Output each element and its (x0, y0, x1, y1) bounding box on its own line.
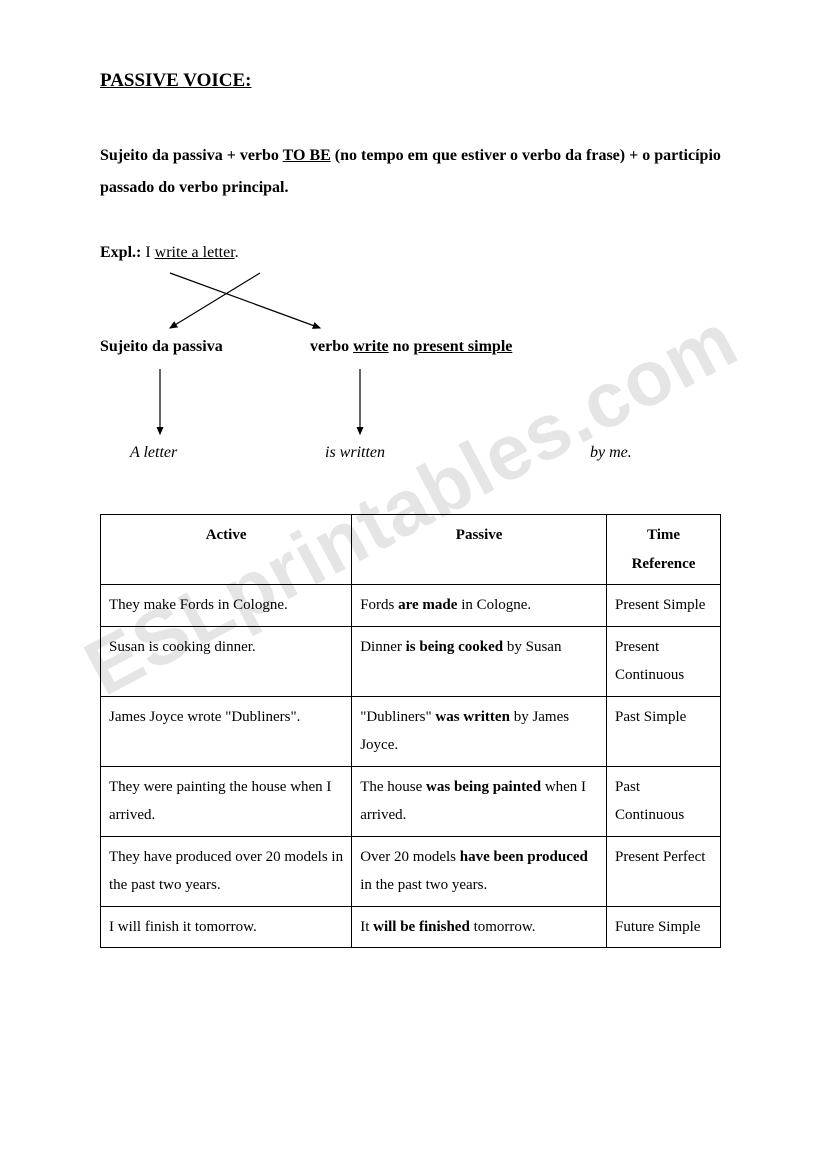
table-header-row: Active Passive Time Reference (101, 515, 721, 585)
table-row: Susan is cooking dinner.Dinner is being … (101, 626, 721, 696)
result-c: by me. (590, 444, 632, 462)
tense-table: Active Passive Time Reference They make … (100, 514, 721, 948)
right-tense: present simple (414, 338, 513, 355)
cell-time: Present Continuous (607, 626, 721, 696)
diagram-right-label: verbo write no present simple (310, 338, 512, 356)
right-verb: write (353, 338, 389, 355)
col-passive: Passive (352, 515, 607, 585)
formula-part1: Sujeito da passiva + verbo (100, 147, 283, 164)
cell-active: Susan is cooking dinner. (101, 626, 352, 696)
cell-time: Future Simple (607, 906, 721, 948)
example-sentence: Expl.: I write a letter. (100, 244, 721, 262)
cell-active: They were painting the house when I arri… (101, 766, 352, 836)
cell-passive: It will be finished tomorrow. (352, 906, 607, 948)
example-period: . (235, 244, 239, 261)
cell-passive: Dinner is being cooked by Susan (352, 626, 607, 696)
cell-passive: Over 20 models have been produced in the… (352, 836, 607, 906)
down-arrows-icon (100, 364, 500, 444)
cell-time: Present Perfect (607, 836, 721, 906)
example-object: a letter (188, 244, 235, 261)
document-page: ESLprintables.com PASSIVE VOICE: Sujeito… (0, 0, 821, 1008)
table-row: James Joyce wrote "Dubliners"."Dubliners… (101, 696, 721, 766)
cell-active: They have produced over 20 models in the… (101, 836, 352, 906)
diagram-left-label: Sujeito da passiva (100, 338, 223, 356)
example-diagram: Expl.: I write a letter. Sujeito da pass… (100, 244, 721, 474)
cell-time: Present Simple (607, 585, 721, 627)
cross-arrows-icon (160, 268, 380, 338)
col-time: Time Reference (607, 515, 721, 585)
right-mid: no (389, 338, 414, 355)
cell-active: They make Fords in Cologne. (101, 585, 352, 627)
formula-line: Sujeito da passiva + verbo TO BE (no tem… (100, 140, 721, 204)
table-row: I will finish it tomorrow.It will be fin… (101, 906, 721, 948)
page-title: PASSIVE VOICE: (100, 70, 721, 92)
table-row: They make Fords in Cologne.Fords are mad… (101, 585, 721, 627)
right-prefix: verbo (310, 338, 353, 355)
example-label: Expl.: (100, 244, 141, 261)
cell-active: I will finish it tomorrow. (101, 906, 352, 948)
table-row: They have produced over 20 models in the… (101, 836, 721, 906)
example-verb: write (155, 244, 188, 261)
cell-active: James Joyce wrote "Dubliners". (101, 696, 352, 766)
result-b: is written (325, 444, 385, 462)
cell-passive: "Dubliners" was written by James Joyce. (352, 696, 607, 766)
result-a: A letter (130, 444, 177, 462)
cell-passive: The house was being painted when I arriv… (352, 766, 607, 836)
example-subject: I (141, 244, 154, 261)
cell-passive: Fords are made in Cologne. (352, 585, 607, 627)
table-body: They make Fords in Cologne.Fords are mad… (101, 585, 721, 948)
formula-tobe: TO BE (283, 147, 331, 164)
col-active: Active (101, 515, 352, 585)
cell-time: Past Continuous (607, 766, 721, 836)
table-row: They were painting the house when I arri… (101, 766, 721, 836)
cell-time: Past Simple (607, 696, 721, 766)
